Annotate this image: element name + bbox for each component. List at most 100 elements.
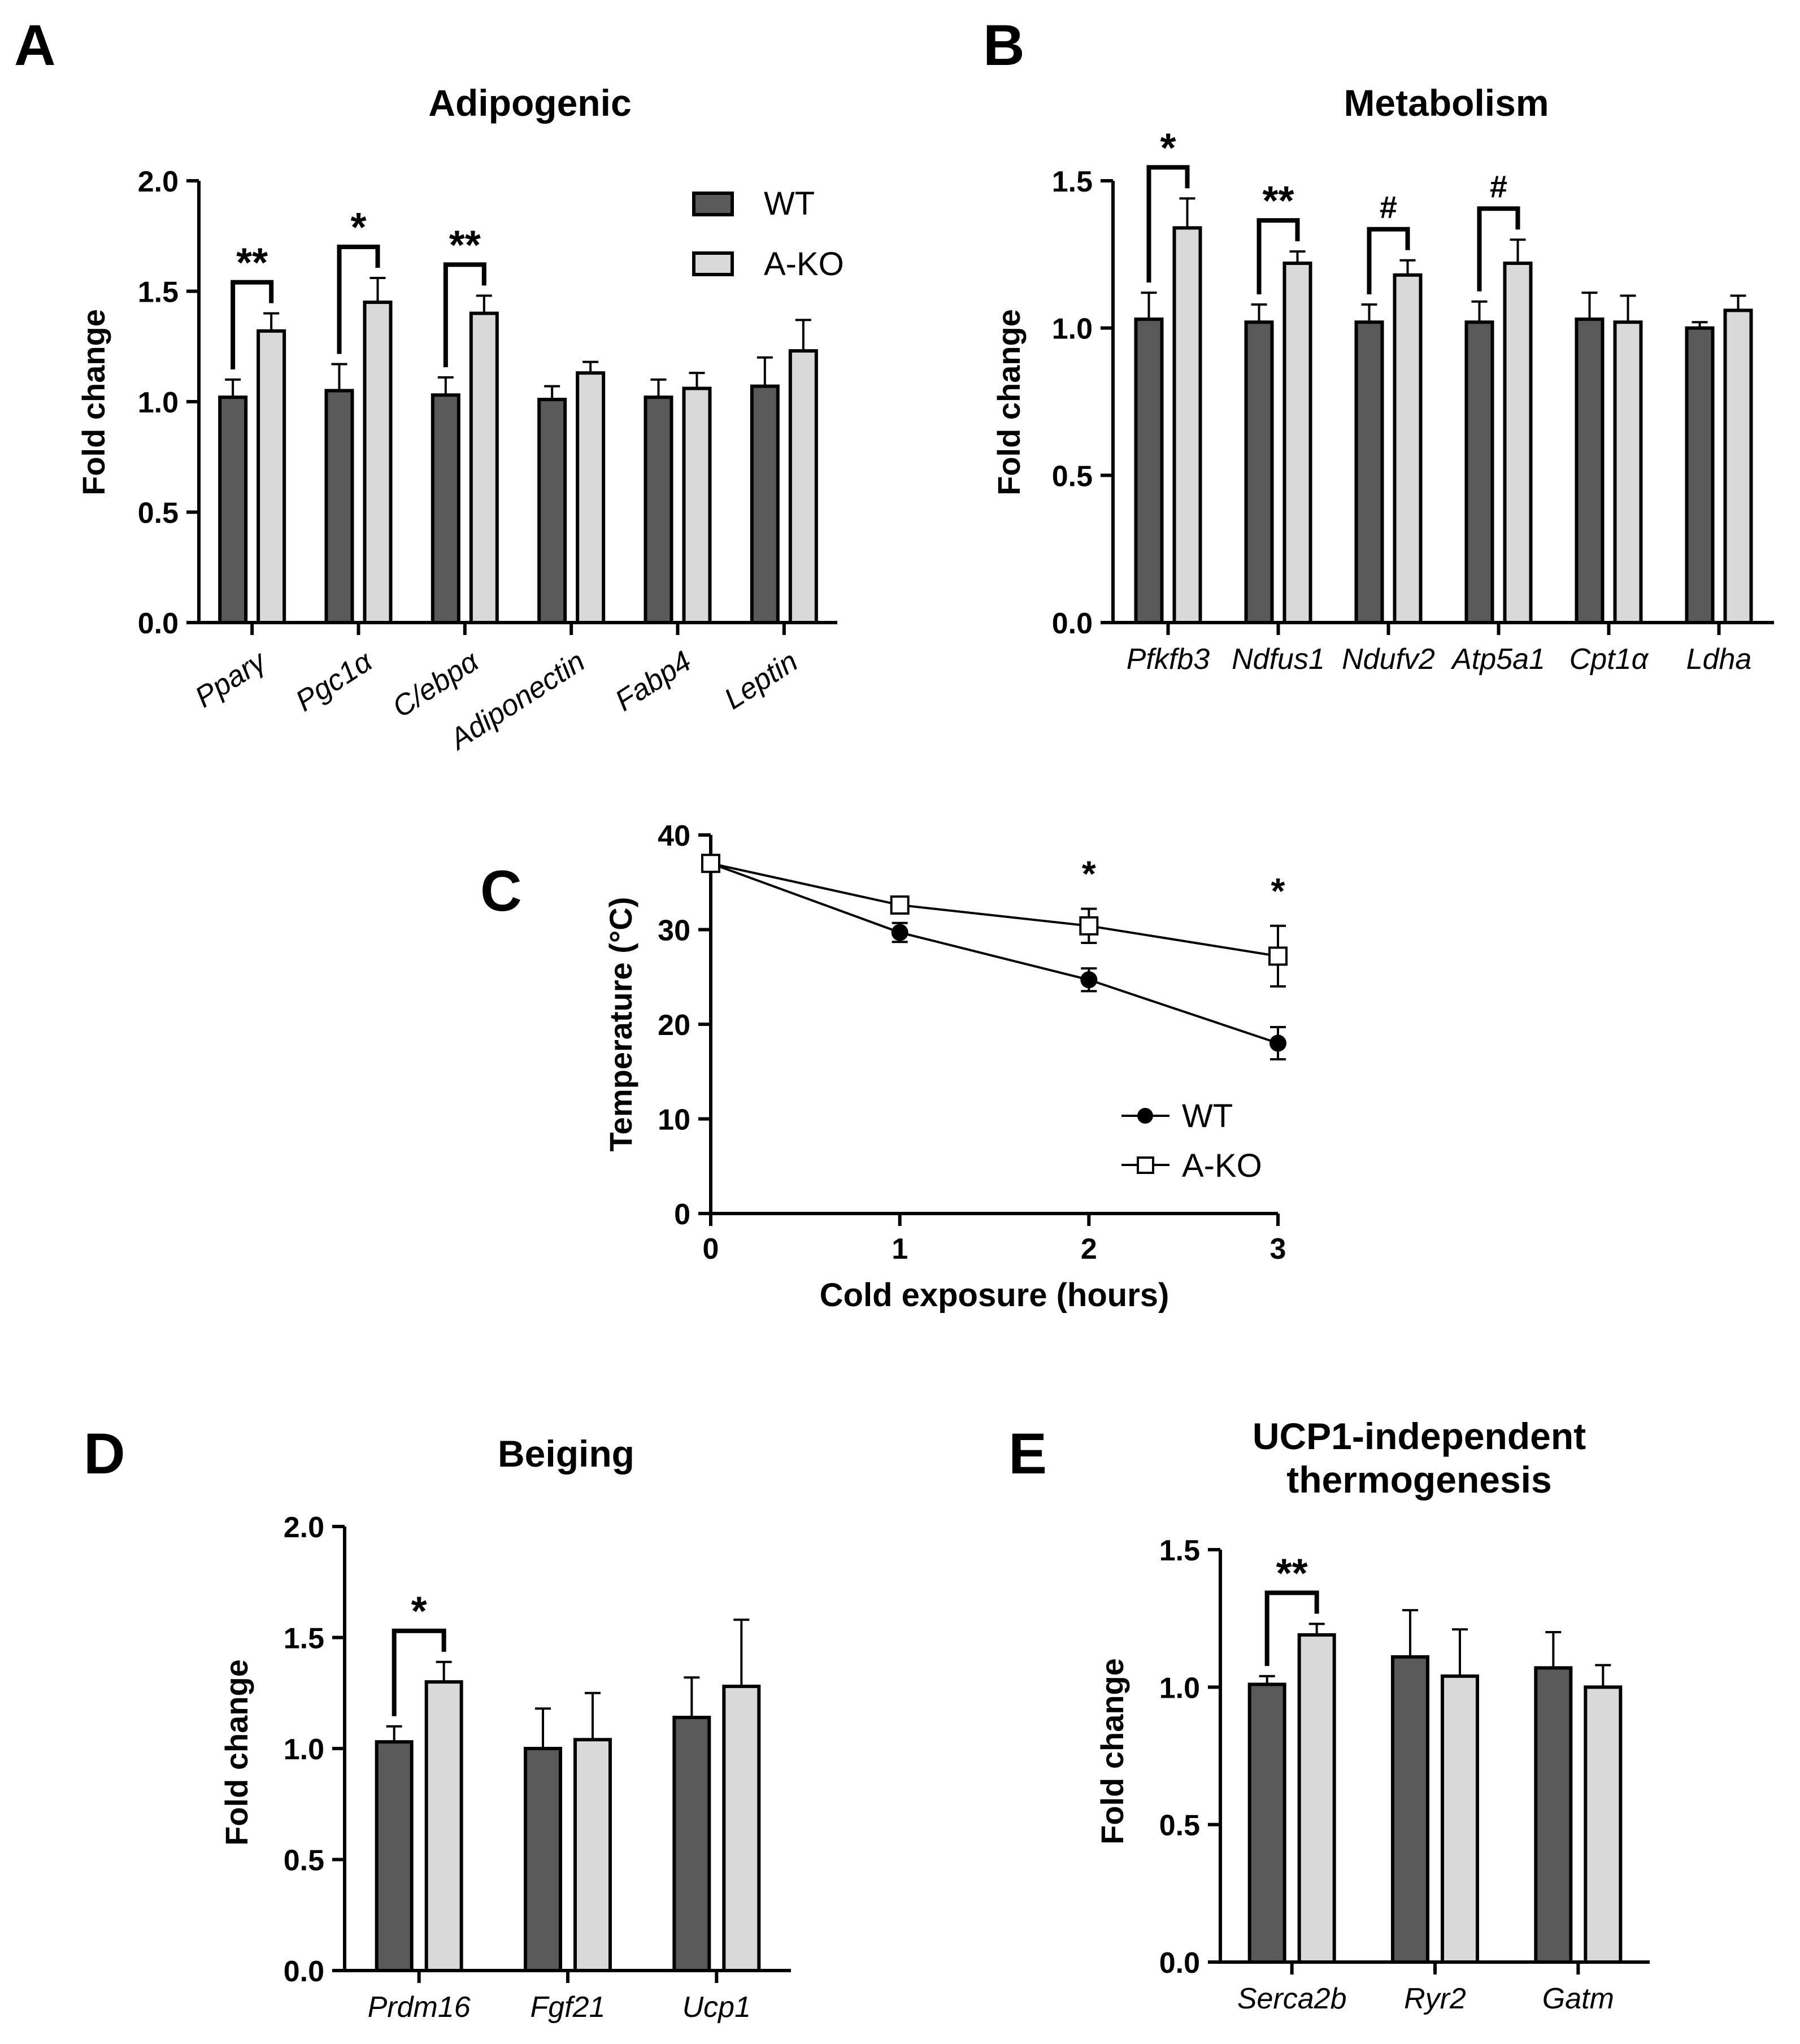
data-point [1079,916,1099,936]
significance-bracket [1256,218,1300,294]
significance-label: ** [1262,179,1294,224]
y-tick-label: 0.0 [284,1955,324,1988]
panel-e-plot: 0.0 0.5 1.0 1.5 Serca2b Ryr2 Gatm ** [1159,1534,1650,2015]
panel-d-ylabel: Fold change [219,1659,254,1846]
bar [363,301,393,624]
bar [424,1680,463,1973]
panel-a-legend: WT A-KO [692,185,844,282]
bar [1282,261,1312,624]
legend-wt-label: WT [764,185,815,222]
bar [788,349,818,624]
bar [469,311,499,624]
category-label: Fabp4 [610,645,697,717]
panel-d-plot: 0.0 0.5 1.0 1.5 2.0 Prdm16 Fgf21 Ucp1 * [284,1511,791,2024]
significance-label: ** [1276,1551,1308,1596]
panel-d-title: Beiging [498,1433,634,1475]
y-tick-label: 1.5 [138,276,179,309]
y-tick-label: 1.0 [284,1733,324,1766]
panel-d-letter: D [84,1421,125,1486]
panel-c-letter: C [480,859,522,923]
category-label: Cpt1α [1569,643,1649,676]
significance-bracket [1477,206,1520,292]
significance-label: * [350,205,366,250]
x-tick-label: 3 [1270,1233,1286,1265]
significance-bracket [1146,165,1190,283]
y-tick-label: 1.5 [1052,166,1093,198]
bar [1244,320,1274,624]
data-point [891,924,908,941]
bar [1464,320,1494,624]
panel-b-letter: B [983,13,1025,77]
bar [1247,1682,1286,1964]
y-tick-label: 1.5 [1159,1534,1200,1567]
panel-d: D Beiging Fold change 0.0 0.5 1.0 1.5 2.0 Prd… [84,1421,791,2024]
legend-ako-swatch [692,251,734,276]
category-label: Ryr2 [1404,1982,1466,2015]
category-label: Ndfus1 [1232,643,1325,676]
panel-b-ylabel: Fold change [991,309,1027,495]
significance-bracket [392,1628,446,1716]
legend-ako-label: A-KO [1182,1147,1262,1184]
legend-wt-marker [1137,1108,1153,1124]
bar [324,389,354,624]
bar [537,398,567,625]
significance-bracket [231,280,274,369]
panel-e-title-line2: thermogenesis [1286,1459,1551,1501]
panel-b-title: Metabolism [1344,82,1549,124]
panel-c-legend: WT A-KO [1121,1098,1262,1184]
y-tick-label: 20 [658,1009,690,1042]
data-point [890,895,910,915]
significance-label: * [1160,125,1176,171]
significance-label: ** [449,223,481,268]
category-label: Ucp1 [682,1991,751,2024]
significance-bracket [1367,227,1410,294]
bar [218,395,248,624]
series-line [710,862,1279,958]
category-label: Ndufv2 [1342,643,1435,676]
data-point [1268,946,1288,966]
category-label: Pparγ [189,644,273,714]
category-label: Pgc1α [290,645,379,718]
bar [682,386,712,624]
y-tick-label: 0.5 [284,1845,324,1877]
bar [1503,261,1533,624]
significance-label: * [411,1589,427,1634]
data-point [1269,1034,1286,1052]
panel-c-ylabel: Temperature (°C) [603,897,638,1152]
category-label: Serca2b [1237,1982,1347,2015]
bar [722,1684,761,1972]
bar [1584,1685,1623,1964]
bar [750,384,780,624]
bar [1441,1674,1479,1964]
bar [1613,320,1643,624]
panel-a-ylabel: Fold change [76,309,111,495]
bar [375,1740,414,1972]
significance-label: ** [236,241,268,286]
significance-bracket [337,245,380,354]
bar [1393,273,1423,624]
data-point [1080,971,1098,989]
panel-a: A Adipogenic Fold change WT A-KO 0.0 0.5 1… [14,13,844,757]
y-tick-label: 1.0 [1052,313,1093,346]
panel-b-plot: 0.0 0.5 1.0 1.5 Pfkfb3 Ndfus1 Ndufv2 Atp5a1 Cpt1… [1052,125,1774,676]
data-point [701,854,720,873]
panel-e-title-line1: UCP1-independent [1253,1415,1586,1457]
category-label: Pfkfb3 [1127,643,1210,676]
category-label: Gatm [1542,1982,1614,2015]
bar [1172,226,1202,624]
y-tick-label: 2.0 [138,166,179,198]
series-line [710,862,1279,1045]
panel-a-title: Adipogenic [428,82,631,124]
significance-bracket [1264,1590,1319,1666]
bar [644,395,673,624]
category-label: Prdm16 [368,1991,471,2024]
bar [1297,1633,1336,1964]
bar [573,1738,612,1973]
category-label: Fgf21 [531,1991,606,2024]
legend-ako-marker [1137,1156,1154,1174]
bar [1723,308,1753,624]
category-label: Atp5a1 [1450,643,1545,676]
panel-e: E UCP1-independent thermogenesis Fold ch… [1008,1415,1650,2015]
bar [1534,1666,1573,1964]
